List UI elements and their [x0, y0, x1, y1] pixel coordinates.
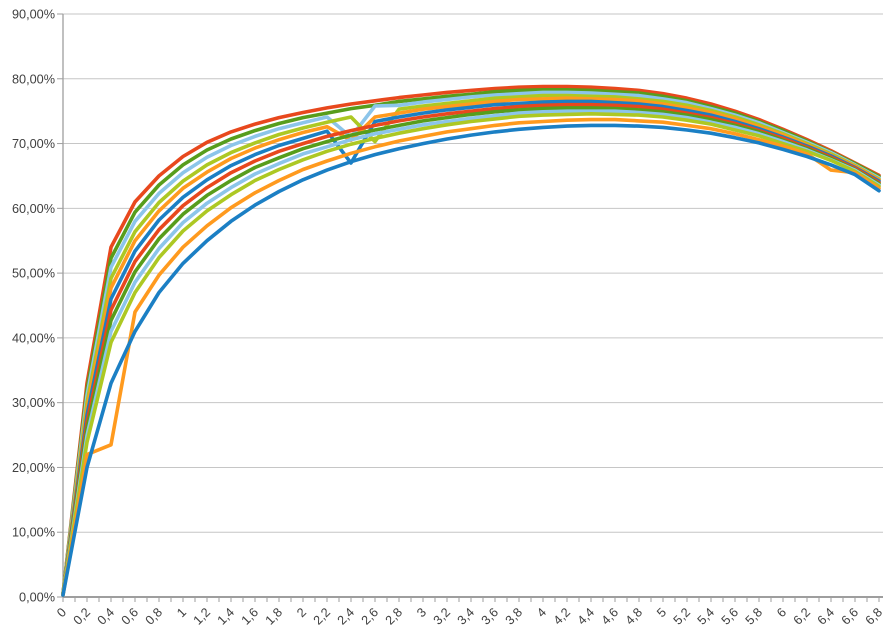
x-axis-label: 3,8 [503, 605, 525, 627]
y-axis-label: 40,00% [12, 331, 55, 345]
series-line-series-04 [61, 93, 881, 596]
x-axis-label: 3 [414, 605, 429, 620]
x-axis-label: 2,6 [359, 605, 381, 627]
x-axis-label: 5,4 [695, 605, 717, 627]
series-line-series-02 [61, 88, 881, 596]
y-axis-labels: 0,00% 10,00% 20,00% 30,00% 40,00% 50,00% 60,00… [12, 8, 55, 605]
series-line-series-06 [61, 99, 881, 597]
y-axis-label: 20,00% [12, 461, 55, 475]
y-axis-label: 50,00% [12, 267, 55, 281]
x-axis-label: 2,8 [383, 605, 405, 627]
x-axis-label: 2 [294, 605, 309, 620]
y-axis-label: 80,00% [12, 72, 55, 86]
x-axis-labels: 0 0,2 0,4 0,6 0,8 1 1,2 1,4 1,6 1,8 2 2,2 2,4 2,6 2,8 3… [54, 605, 885, 627]
x-axis-label: 6 [774, 605, 789, 620]
x-axis-label: 0,6 [119, 605, 141, 627]
axes [57, 13, 883, 602]
y-axis-label: 0,00% [19, 591, 55, 605]
y-axis-label: 90,00% [12, 8, 55, 22]
x-axis-label: 4,8 [623, 605, 645, 627]
series-line-series-10 [61, 112, 881, 597]
x-axis-label: 3,2 [431, 605, 453, 627]
series-line-series-05 [61, 96, 881, 597]
x-axis-label: 1,6 [239, 605, 261, 627]
x-axis-label: 6,8 [863, 605, 885, 627]
x-axis-label: 4,4 [575, 605, 597, 627]
series-lines [61, 84, 881, 597]
x-axis-label: 1,8 [263, 605, 285, 627]
x-axis-label: 6,6 [839, 605, 861, 627]
series-line-series-08 [61, 106, 881, 597]
x-axis-label: 6,4 [815, 605, 837, 627]
y-axis-label: 10,00% [12, 526, 55, 540]
y-axis-label: 70,00% [12, 137, 55, 151]
x-axis-label: 1,4 [215, 605, 237, 627]
series-line-series-12 [61, 123, 881, 597]
x-axis-label: 4,6 [599, 605, 621, 627]
x-axis-label: 1 [174, 605, 189, 620]
x-axis-label: 0,8 [143, 605, 165, 627]
series-line-series-09 [61, 109, 881, 597]
x-axis-label: 0,4 [95, 605, 117, 627]
x-axis-label: 3,6 [479, 605, 501, 627]
x-axis-label: 0,2 [71, 605, 93, 627]
y-axis-label: 30,00% [12, 396, 55, 410]
x-axis-label: 3,4 [455, 605, 477, 627]
x-axis-label: 4,2 [551, 605, 573, 627]
x-axis-label: 5,2 [671, 605, 693, 627]
x-axis-label: 5,6 [719, 605, 741, 627]
series-line-series-03 [61, 90, 881, 596]
y-axis-label: 60,00% [12, 202, 55, 216]
x-axis-label: 5,8 [743, 605, 765, 627]
series-line-series-11 [61, 117, 881, 597]
x-axis-label: 2,4 [335, 605, 357, 627]
x-axis-label: 1,2 [191, 605, 213, 627]
x-axis-label: 6,2 [791, 605, 813, 627]
x-axis-label: 2,2 [311, 605, 333, 627]
x-axis-label: 5 [654, 605, 669, 620]
x-axis-label: 0 [54, 605, 69, 620]
x-axis-label: 4 [534, 605, 549, 620]
